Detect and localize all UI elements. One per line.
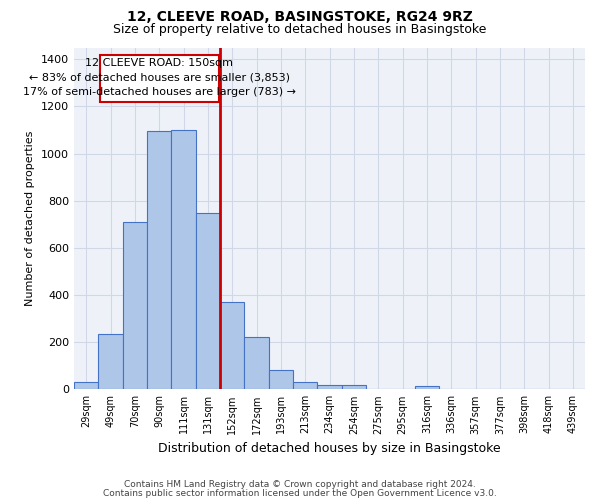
Bar [196, 212, 220, 390]
Bar [74, 382, 98, 390]
Text: Contains public sector information licensed under the Open Government Licence v3: Contains public sector information licen… [103, 488, 497, 498]
Bar [341, 385, 366, 390]
Text: 12, CLEEVE ROAD, BASINGSTOKE, RG24 9RZ: 12, CLEEVE ROAD, BASINGSTOKE, RG24 9RZ [127, 10, 473, 24]
Bar [172, 130, 196, 390]
Text: ← 83% of detached houses are smaller (3,853): ← 83% of detached houses are smaller (3,… [29, 72, 290, 83]
Bar [122, 222, 147, 390]
Bar [147, 131, 172, 390]
X-axis label: Distribution of detached houses by size in Basingstoke: Distribution of detached houses by size … [158, 442, 501, 455]
Y-axis label: Number of detached properties: Number of detached properties [25, 130, 35, 306]
Bar [100, 54, 219, 102]
Bar [220, 302, 244, 390]
Text: 12 CLEEVE ROAD: 150sqm: 12 CLEEVE ROAD: 150sqm [85, 58, 233, 68]
Text: Size of property relative to detached houses in Basingstoke: Size of property relative to detached ho… [113, 22, 487, 36]
Text: Contains HM Land Registry data © Crown copyright and database right 2024.: Contains HM Land Registry data © Crown c… [124, 480, 476, 489]
Bar [293, 382, 317, 390]
Bar [415, 386, 439, 390]
Bar [269, 370, 293, 390]
Bar [98, 334, 122, 390]
Bar [244, 338, 269, 390]
Bar [317, 384, 341, 390]
Text: 17% of semi-detached houses are larger (783) →: 17% of semi-detached houses are larger (… [23, 88, 296, 98]
